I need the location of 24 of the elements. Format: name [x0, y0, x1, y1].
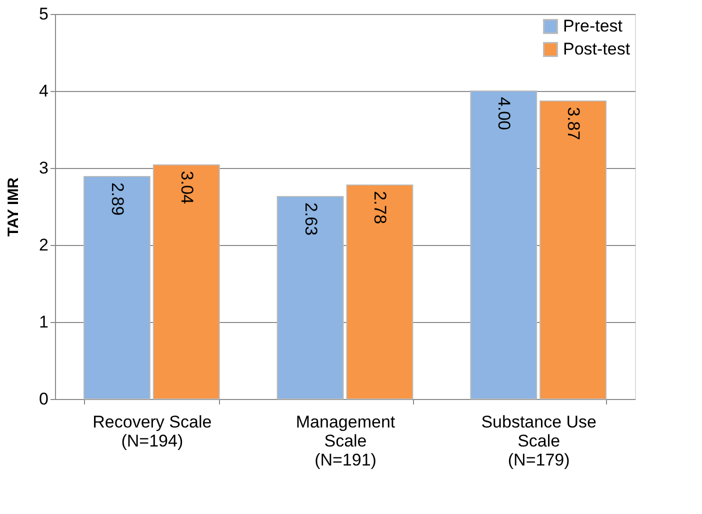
- x-tick-label: Recovery Scale (N=194): [92, 412, 212, 450]
- data-label: 3.87: [564, 107, 584, 140]
- legend-label: Post-test: [563, 40, 630, 58]
- bar: [276, 196, 344, 400]
- legend-label: Pre-test: [563, 16, 623, 36]
- y-tick-label: 5: [39, 4, 48, 24]
- y-tick-label: 4: [39, 82, 48, 100]
- y-tick-label: 1: [39, 312, 48, 332]
- data-label: 4.00: [494, 97, 514, 130]
- y-tick-label: 0: [39, 390, 48, 408]
- data-label: 2.78: [370, 190, 390, 224]
- data-label: 2.63: [301, 202, 320, 236]
- bar: [84, 176, 150, 400]
- bar: [152, 164, 220, 400]
- x-tick-label: Management Scale (N=191): [296, 412, 396, 470]
- y-tick-label: 2: [39, 236, 48, 254]
- x-tick-label: Substance Use Scale (N=179): [481, 412, 596, 470]
- bar: [540, 100, 606, 400]
- data-label: 3.04: [177, 170, 196, 204]
- y-axis-title: TAY IMR: [5, 177, 22, 236]
- bar: [346, 184, 414, 400]
- data-label: 2.89: [108, 182, 127, 216]
- bar: [470, 90, 538, 400]
- y-tick-label: 3: [39, 158, 48, 178]
